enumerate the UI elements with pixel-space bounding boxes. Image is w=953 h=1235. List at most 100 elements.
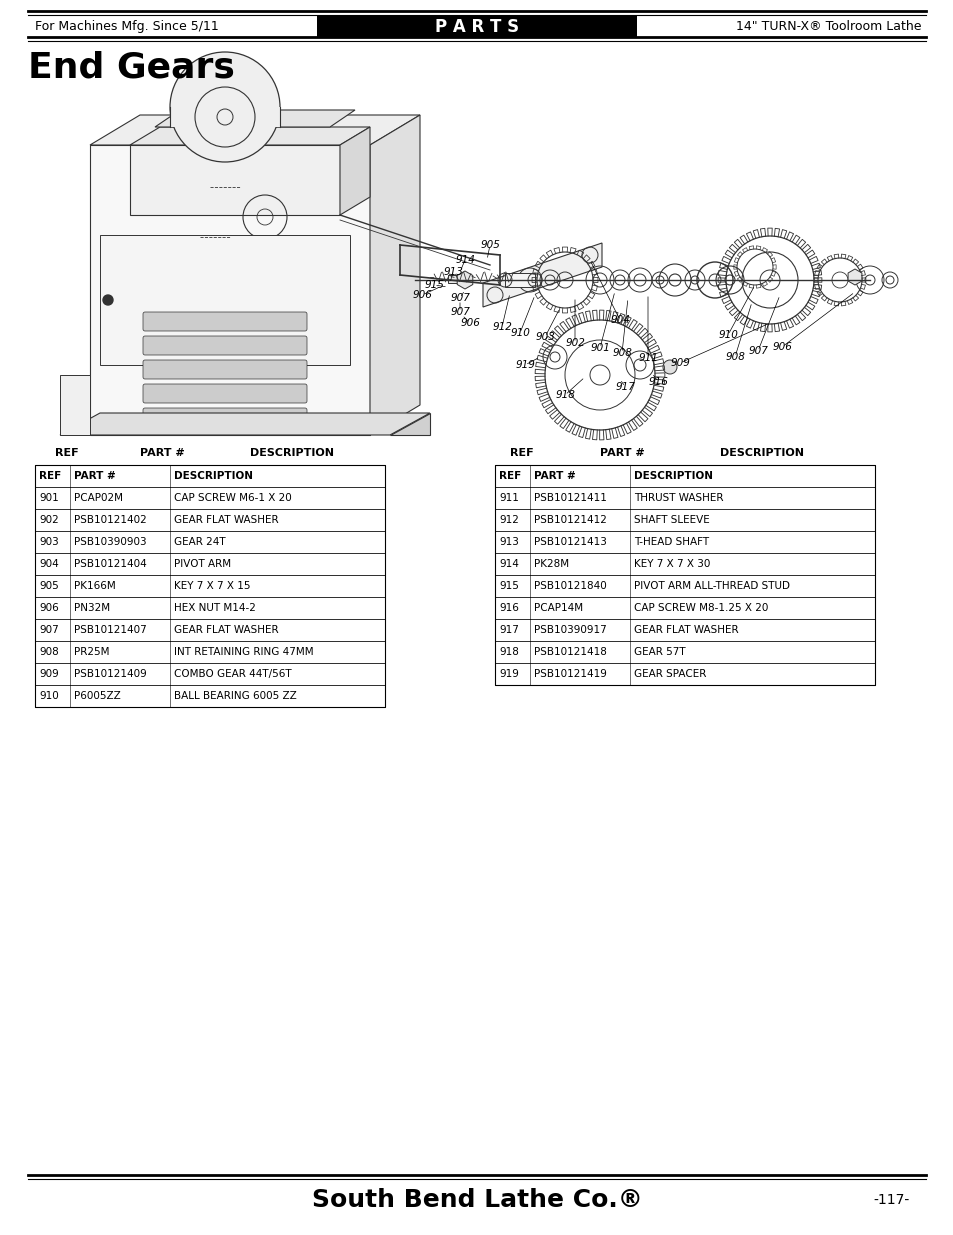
Text: 913: 913 (498, 537, 518, 547)
Text: 906: 906 (771, 342, 791, 352)
Text: PSB10121840: PSB10121840 (534, 580, 606, 592)
Text: PSB10121412: PSB10121412 (534, 515, 606, 525)
Text: PSB10121413: PSB10121413 (534, 537, 606, 547)
Text: P A R T S: P A R T S (435, 17, 518, 36)
Bar (35, 685, 385, 706)
Text: 911: 911 (638, 353, 658, 363)
Text: PART #: PART # (140, 448, 185, 458)
Bar (495, 663, 874, 685)
Text: PIVOT ARM: PIVOT ARM (173, 559, 231, 569)
Bar (100, 235, 350, 366)
Text: CAP SCREW M6-1 X 20: CAP SCREW M6-1 X 20 (173, 493, 292, 503)
Text: 905: 905 (479, 240, 499, 249)
Text: 908: 908 (612, 348, 631, 358)
Bar (170, 107, 280, 127)
Bar (495, 619, 874, 641)
Text: For Machines Mfg. Since 5/11: For Machines Mfg. Since 5/11 (35, 20, 218, 33)
Text: REF: REF (498, 471, 520, 480)
Text: 910: 910 (510, 329, 529, 338)
Polygon shape (847, 269, 861, 285)
Polygon shape (390, 412, 430, 435)
Text: SHAFT SLEEVE: SHAFT SLEEVE (634, 515, 709, 525)
Text: BALL BEARING 6005 ZZ: BALL BEARING 6005 ZZ (173, 692, 296, 701)
Text: COMBO GEAR 44T/56T: COMBO GEAR 44T/56T (173, 669, 292, 679)
Text: THRUST WASHER: THRUST WASHER (634, 493, 722, 503)
Text: KEY 7 X 7 X 15: KEY 7 X 7 X 15 (173, 580, 251, 592)
Text: 918: 918 (555, 390, 575, 400)
FancyBboxPatch shape (143, 408, 307, 427)
Text: 902: 902 (39, 515, 59, 525)
Text: GEAR 57T: GEAR 57T (634, 647, 685, 657)
Bar (495, 531, 874, 553)
Text: REF: REF (39, 471, 61, 480)
Text: PSB10390917: PSB10390917 (534, 625, 606, 635)
Text: PSB10121409: PSB10121409 (74, 669, 147, 679)
Bar (35, 487, 385, 509)
Text: HEX NUT M14-2: HEX NUT M14-2 (173, 603, 255, 613)
Bar (35, 466, 385, 487)
Text: DESCRIPTION: DESCRIPTION (173, 471, 253, 480)
Text: 911: 911 (498, 493, 518, 503)
Text: 917: 917 (615, 382, 635, 391)
Text: 908: 908 (39, 647, 59, 657)
Text: PSB10121419: PSB10121419 (534, 669, 606, 679)
Text: 909: 909 (39, 669, 59, 679)
Text: 906: 906 (39, 603, 59, 613)
Text: 902: 902 (564, 338, 584, 348)
Text: 901: 901 (39, 493, 59, 503)
Text: 916: 916 (647, 377, 667, 387)
Text: 918: 918 (498, 647, 518, 657)
Text: South Bend Lathe Co.®: South Bend Lathe Co.® (312, 1188, 641, 1212)
Text: 907: 907 (450, 308, 470, 317)
Bar (504, 273, 535, 287)
Text: REF: REF (55, 448, 78, 458)
Bar (35, 553, 385, 576)
Text: 904: 904 (39, 559, 59, 569)
Bar (35, 619, 385, 641)
Bar (495, 509, 874, 531)
FancyBboxPatch shape (143, 312, 307, 331)
Text: 14" TURN-X® Toolroom Lathe: 14" TURN-X® Toolroom Lathe (736, 20, 921, 33)
Text: PART #: PART # (599, 448, 644, 458)
Text: 910: 910 (718, 330, 738, 340)
Polygon shape (370, 115, 419, 435)
Text: GEAR FLAT WASHER: GEAR FLAT WASHER (634, 625, 738, 635)
Polygon shape (90, 144, 370, 435)
Text: GEAR FLAT WASHER: GEAR FLAT WASHER (173, 515, 278, 525)
Bar (35, 466, 385, 706)
Polygon shape (339, 127, 370, 215)
Text: 907: 907 (747, 346, 767, 356)
Text: -117-: -117- (873, 1193, 909, 1207)
Polygon shape (90, 115, 419, 144)
Text: PCAP02M: PCAP02M (74, 493, 123, 503)
Text: PSB10121407: PSB10121407 (74, 625, 147, 635)
Text: CAP SCREW M8-1.25 X 20: CAP SCREW M8-1.25 X 20 (634, 603, 767, 613)
Bar (316, 16, 637, 37)
Text: 908: 908 (724, 352, 744, 362)
Text: KEY 7 X 7 X 30: KEY 7 X 7 X 30 (634, 559, 710, 569)
Text: 903: 903 (535, 332, 555, 342)
Text: T-HEAD SHAFT: T-HEAD SHAFT (634, 537, 708, 547)
Text: 907: 907 (39, 625, 59, 635)
Text: PN32M: PN32M (74, 603, 110, 613)
Text: PCAP14M: PCAP14M (534, 603, 582, 613)
Text: PIVOT ARM ALL-THREAD STUD: PIVOT ARM ALL-THREAD STUD (634, 580, 789, 592)
Text: End Gears: End Gears (28, 49, 234, 84)
Bar (35, 509, 385, 531)
Text: GEAR 24T: GEAR 24T (173, 537, 226, 547)
Bar (495, 466, 874, 487)
Bar (495, 597, 874, 619)
Circle shape (662, 359, 677, 374)
Polygon shape (482, 243, 601, 308)
Text: 906: 906 (412, 290, 432, 300)
Text: 907: 907 (450, 293, 470, 303)
Text: 912: 912 (498, 515, 518, 525)
FancyBboxPatch shape (143, 384, 307, 403)
Polygon shape (60, 375, 90, 435)
Text: DESCRIPTION: DESCRIPTION (250, 448, 334, 458)
Bar (35, 597, 385, 619)
Text: 919: 919 (515, 359, 535, 370)
Text: GEAR SPACER: GEAR SPACER (634, 669, 705, 679)
Bar (35, 576, 385, 597)
Text: 914: 914 (455, 254, 475, 266)
